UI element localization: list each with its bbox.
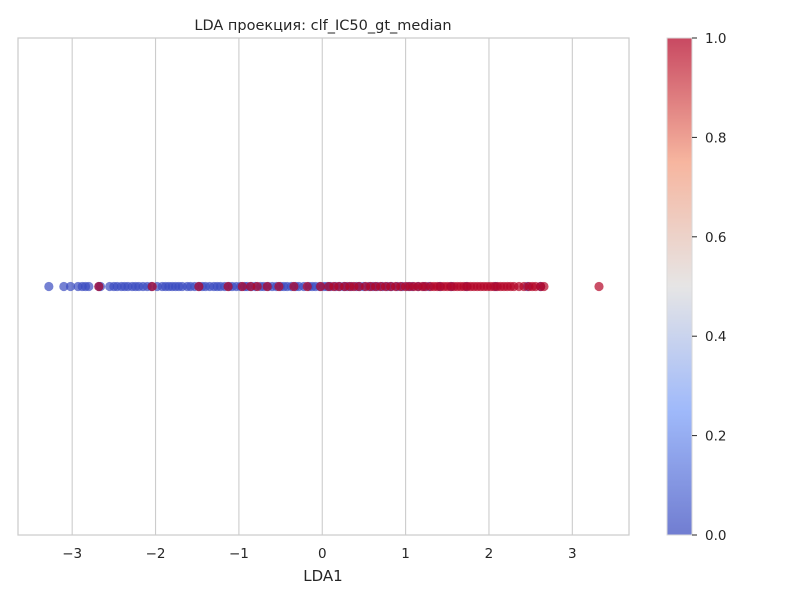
colorbar-tick-labels: 0.0 0.2 0.4 0.6 0.8 1.0 [692,31,726,544]
data-point-class-1 [223,281,233,292]
data-point-class-1 [245,281,256,292]
data-point-class-1 [252,281,262,292]
chart-title: LDA проекция: clf_IC50_gt_median [194,18,451,34]
data-point-class-0 [59,281,69,292]
colorbar-tick-label: 0.6 [705,230,726,246]
colorbar [666,37,693,536]
x-tick-label: 0 [318,546,327,562]
data-point-class-1 [302,281,312,292]
x-tick-label: 2 [485,546,494,562]
colorbar-tick-label: 0.4 [705,329,726,345]
data-point-class-1 [94,281,104,292]
x-axis-label: LDA1 [303,567,342,585]
data-point-class-0 [65,281,76,292]
data-point-class-1 [289,281,299,292]
data-point-class-1 [594,281,604,292]
x-tick-label: −1 [229,546,249,562]
colorbar-tick-label: 0.0 [705,528,726,544]
colorbar-tick-label: 1.0 [705,31,726,47]
scatter-points [44,281,604,292]
plot-frame [17,37,630,536]
data-point-class-0 [44,281,54,292]
x-tick-label: 3 [568,546,577,562]
data-point-class-1 [539,281,549,292]
x-tick-label: −2 [146,546,166,562]
data-point-class-0 [84,281,94,292]
x-tick-label: 1 [401,546,410,562]
x-tick-label: −3 [62,546,82,562]
data-point-class-1 [274,281,284,292]
data-point-class-1 [237,281,247,292]
x-axis-tick-labels: −3 −2 −1 0 1 2 3 [62,546,576,562]
data-point-class-1 [315,281,326,292]
colorbar-tick-label: 0.2 [705,429,726,445]
data-point-class-1 [354,281,364,292]
data-point-class-1 [194,281,204,292]
data-point-class-1 [147,281,157,292]
colorbar-tick-label: 0.8 [705,130,726,146]
data-point-class-1 [262,281,272,292]
